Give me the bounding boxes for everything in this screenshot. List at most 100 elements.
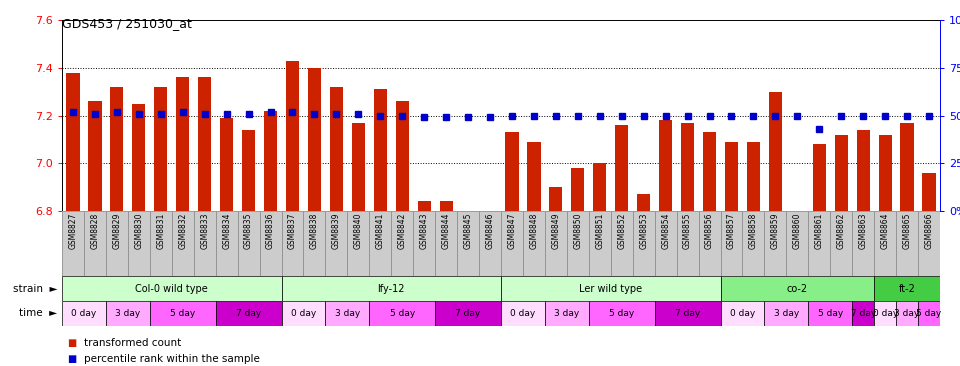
Bar xyxy=(875,211,896,276)
Text: GSM8856: GSM8856 xyxy=(705,212,714,249)
Text: GSM8845: GSM8845 xyxy=(464,212,472,249)
Text: GSM8842: GSM8842 xyxy=(397,212,407,249)
Bar xyxy=(128,211,150,276)
Bar xyxy=(325,301,370,326)
Bar xyxy=(808,211,830,276)
Bar xyxy=(764,211,786,276)
Bar xyxy=(325,211,348,276)
Bar xyxy=(330,87,343,211)
Bar xyxy=(875,276,940,301)
Text: GSM8848: GSM8848 xyxy=(529,212,539,249)
Bar xyxy=(545,301,588,326)
Bar xyxy=(242,130,255,211)
Bar xyxy=(681,123,694,211)
Text: GSM8828: GSM8828 xyxy=(90,212,100,249)
Text: 5 day: 5 day xyxy=(170,309,195,318)
Bar xyxy=(172,211,194,276)
Bar xyxy=(549,187,563,211)
Text: GSM8840: GSM8840 xyxy=(354,212,363,249)
Bar xyxy=(440,201,453,211)
Text: GSM8838: GSM8838 xyxy=(310,212,319,249)
Text: GSM8837: GSM8837 xyxy=(288,212,297,249)
Text: 5 day: 5 day xyxy=(390,309,415,318)
Text: GSM8864: GSM8864 xyxy=(880,212,890,249)
Bar xyxy=(132,104,145,211)
Text: 5 day: 5 day xyxy=(917,309,942,318)
Bar xyxy=(856,130,870,211)
Text: GSM8855: GSM8855 xyxy=(684,212,692,249)
Bar xyxy=(281,301,325,326)
Text: time  ►: time ► xyxy=(19,309,58,318)
Text: GSM8831: GSM8831 xyxy=(156,212,165,249)
Bar xyxy=(545,211,566,276)
Bar xyxy=(238,211,259,276)
Bar xyxy=(896,211,918,276)
Bar xyxy=(571,168,585,211)
Bar xyxy=(655,301,721,326)
Bar xyxy=(110,87,124,211)
Bar xyxy=(435,301,501,326)
Bar xyxy=(523,211,545,276)
Text: 3 day: 3 day xyxy=(774,309,799,318)
Text: GSM8866: GSM8866 xyxy=(924,212,933,249)
Text: GSM8851: GSM8851 xyxy=(595,212,604,249)
Bar xyxy=(655,211,677,276)
Bar xyxy=(286,61,300,211)
Bar xyxy=(923,173,936,211)
Bar xyxy=(216,301,281,326)
Bar xyxy=(303,211,325,276)
Bar xyxy=(721,301,764,326)
Bar xyxy=(370,301,435,326)
Text: GSM8835: GSM8835 xyxy=(244,212,253,249)
Text: 7 day: 7 day xyxy=(851,309,876,318)
Text: GSM8860: GSM8860 xyxy=(793,212,802,249)
Bar xyxy=(501,211,523,276)
Text: GSM8852: GSM8852 xyxy=(617,212,626,249)
Bar xyxy=(588,301,655,326)
Text: ft-2: ft-2 xyxy=(899,284,916,294)
Bar xyxy=(88,101,102,211)
Bar xyxy=(852,211,875,276)
Bar xyxy=(106,211,128,276)
Text: GSM8861: GSM8861 xyxy=(815,212,824,249)
Text: GSM8854: GSM8854 xyxy=(661,212,670,249)
Bar xyxy=(742,211,764,276)
Text: GSM8832: GSM8832 xyxy=(179,212,187,249)
Bar xyxy=(479,211,501,276)
Text: ■: ■ xyxy=(67,338,76,348)
Bar xyxy=(918,211,940,276)
Bar xyxy=(370,211,392,276)
Text: 3 day: 3 day xyxy=(895,309,920,318)
Text: GSM8865: GSM8865 xyxy=(902,212,912,249)
Bar xyxy=(351,123,365,211)
Text: GSM8839: GSM8839 xyxy=(332,212,341,249)
Bar xyxy=(527,142,540,211)
Bar xyxy=(699,211,721,276)
Bar xyxy=(875,301,896,326)
Text: GDS453 / 251030_at: GDS453 / 251030_at xyxy=(62,17,192,30)
Text: lfy-12: lfy-12 xyxy=(377,284,405,294)
Text: GSM8834: GSM8834 xyxy=(222,212,231,249)
Text: percentile rank within the sample: percentile rank within the sample xyxy=(84,354,260,364)
Text: 7 day: 7 day xyxy=(236,309,261,318)
Bar xyxy=(834,135,848,211)
Bar xyxy=(501,301,545,326)
Text: strain  ►: strain ► xyxy=(12,284,58,294)
Bar xyxy=(150,211,172,276)
Bar xyxy=(566,211,588,276)
Text: 7 day: 7 day xyxy=(455,309,481,318)
Text: Col-0 wild type: Col-0 wild type xyxy=(135,284,208,294)
Bar xyxy=(198,77,211,211)
Text: GSM8843: GSM8843 xyxy=(420,212,429,249)
Bar xyxy=(457,211,479,276)
Bar xyxy=(703,132,716,211)
Bar xyxy=(896,301,918,326)
Text: 7 day: 7 day xyxy=(675,309,700,318)
Bar xyxy=(633,211,655,276)
Text: GSM8827: GSM8827 xyxy=(68,212,78,249)
Text: GSM8847: GSM8847 xyxy=(508,212,516,249)
Bar xyxy=(593,163,607,211)
Bar xyxy=(588,211,611,276)
Text: 3 day: 3 day xyxy=(115,309,140,318)
Text: 5 day: 5 day xyxy=(609,309,635,318)
